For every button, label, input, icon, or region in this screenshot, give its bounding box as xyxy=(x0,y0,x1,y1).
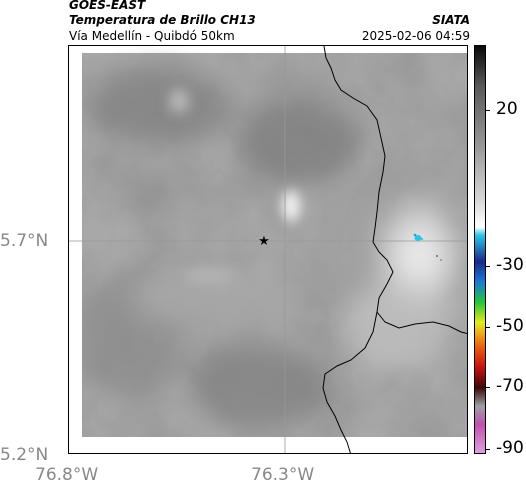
department-border-east xyxy=(323,46,467,335)
colorbar-tick xyxy=(486,449,490,450)
colorbar xyxy=(474,45,486,454)
timestamp-label: 2025-02-06 04:59 xyxy=(361,29,470,43)
title-product: Temperatura de Brillo CH13 xyxy=(69,13,256,27)
colorbar-label-20: 20 xyxy=(496,99,518,119)
colorbar-tick xyxy=(486,266,490,267)
brightness-temperature-image: ★ xyxy=(69,46,467,453)
cold-cloud-spot xyxy=(413,233,442,261)
map-panel[interactable]: ★ xyxy=(68,45,468,454)
title-satellite: GOES-EAST xyxy=(69,0,146,12)
lat-label-5-7: 5.7°N xyxy=(0,231,49,251)
lon-label-76-8: 76.8°W xyxy=(35,465,99,485)
colorbar-label-minus90: -90 xyxy=(496,438,524,458)
department-border-south xyxy=(322,311,378,453)
location-star-icon: ★ xyxy=(258,234,270,249)
colorbar-tick xyxy=(486,327,490,328)
colorbar-label-minus70: -70 xyxy=(496,376,524,396)
subtitle-region: Vía Medellín - Quibdó 50km xyxy=(69,29,235,43)
organization-label: SIATA xyxy=(432,13,470,27)
lon-label-76-3: 76.3°W xyxy=(251,465,315,485)
colorbar-label-minus50: -50 xyxy=(496,316,524,336)
colorbar-label-minus30: -30 xyxy=(496,255,524,275)
lat-label-5-2: 5.2°N xyxy=(0,445,49,465)
colorbar-tick xyxy=(486,110,490,111)
colorbar-tick xyxy=(486,387,490,388)
